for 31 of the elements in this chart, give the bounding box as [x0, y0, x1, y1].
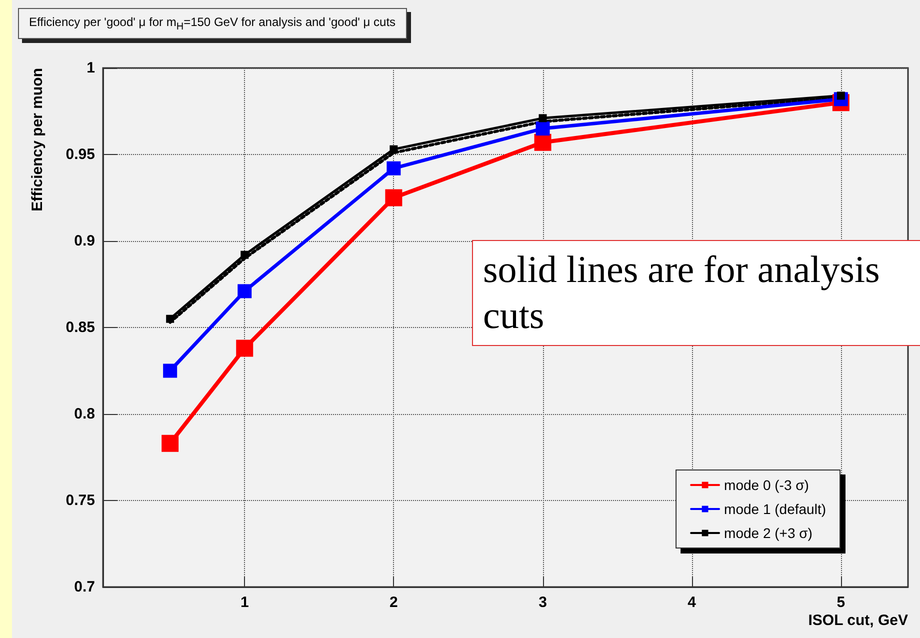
y-tick-label: 1	[86, 60, 95, 76]
y-tick-label: 0.75	[66, 492, 95, 509]
y-tick-label: 0.9	[74, 232, 95, 250]
point	[538, 114, 547, 122]
annotation: solid lines are for analysis cuts	[472, 240, 920, 346]
x-tick-label: 3	[538, 594, 547, 611]
y-tick-label: 0.85	[66, 319, 95, 336]
point	[386, 161, 401, 176]
legend-label: mode 1 (default)	[724, 501, 826, 517]
point	[390, 145, 398, 154]
point	[163, 364, 178, 378]
legend-label: mode 0 (-3 σ)	[724, 477, 809, 493]
point	[238, 284, 252, 298]
y-axis-title: Efficiency per muon	[29, 68, 46, 212]
point	[240, 250, 249, 259]
point	[536, 122, 550, 136]
x-tick-label: 4	[688, 594, 697, 611]
y-tick-label: 0.95	[66, 146, 95, 163]
point	[236, 340, 254, 357]
y-tick-label: 0.8	[74, 406, 95, 422]
y-tick-label: 0.7	[74, 578, 95, 596]
point	[385, 189, 402, 206]
chart-title: Efficiency per 'good' μ for m$_{H}$=150 GeV for analysis and 'good' μ cuts	[18, 8, 407, 40]
x-tick-label: 2	[390, 594, 398, 611]
point	[166, 314, 174, 323]
point	[534, 134, 552, 151]
legend-label: mode 2 (+3 σ)	[724, 525, 812, 541]
x-axis-title: ISOL cut, GeV	[808, 612, 908, 629]
x-tick-label: 1	[240, 594, 249, 611]
point	[162, 434, 179, 452]
x-tick-label: 5	[836, 594, 846, 611]
